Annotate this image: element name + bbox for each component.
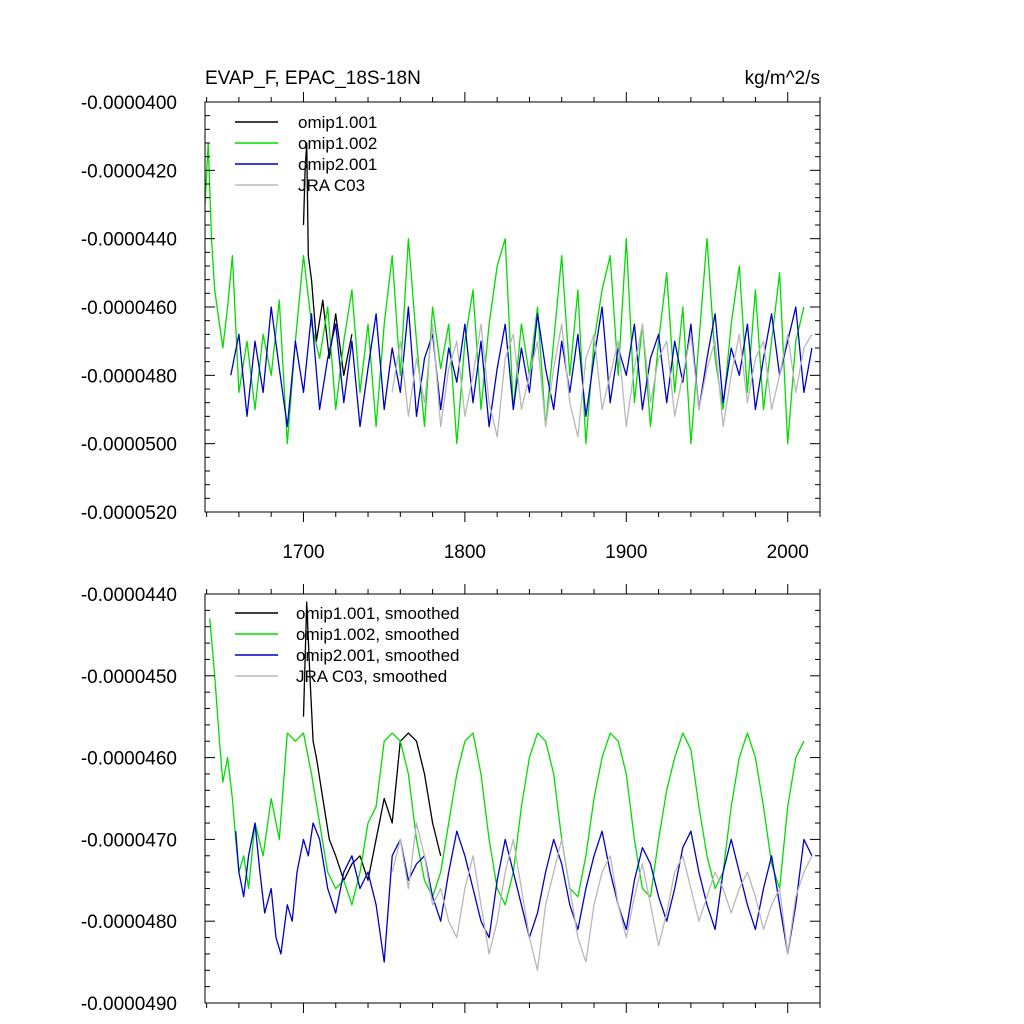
top-legend-label-4: JRA C03: [298, 176, 365, 195]
top-chart-title: EVAP_F, EPAC_18S-18N: [205, 68, 421, 89]
top-y-tick-label: -0.0000480: [81, 366, 177, 387]
top-y-tick-label: -0.0000400: [81, 93, 177, 114]
bottom-y-tick-label: -0.0000450: [81, 667, 177, 688]
top-series-line-3: [230, 306, 813, 428]
bottom-plot-frame: [204, 593, 821, 1004]
bottom-legend-label-1: omip1.001, smoothed: [296, 604, 460, 623]
bottom-legend-label-4: JRA C03, smoothed: [296, 667, 447, 686]
top-x-tick-label: 1700: [282, 542, 324, 563]
bottom-legend-label-3: omip2.001, smoothed: [296, 646, 460, 665]
bottom-legend-label-2: omip1.002, smoothed: [296, 625, 460, 644]
bottom-series-line-2: [209, 618, 805, 906]
bottom-series-line-4: [391, 822, 813, 971]
bottom-chart-panel: -0.0000440 -0.0000450 -0.0000460 -0.0000470…: [81, 584, 821, 1015]
top-y-tick-label: -0.0000500: [81, 435, 177, 456]
bottom-y-tick-label: -0.0000460: [81, 749, 177, 770]
bottom-series-line-1: [302, 601, 442, 881]
bottom-series-line-3: [235, 822, 813, 963]
top-legend-label-1: omip1.001: [298, 113, 377, 132]
bottom-y-tick-label: -0.0000440: [81, 585, 177, 606]
top-chart-units: kg/m^2/s: [745, 68, 820, 89]
bottom-y-tick-label: -0.0000490: [81, 994, 177, 1015]
top-series-line-1: [302, 142, 353, 376]
top-y-tick-label: -0.0000420: [81, 161, 177, 182]
top-x-tick-label: 2000: [767, 542, 809, 563]
top-x-tick-label: 1900: [605, 542, 647, 563]
top-y-tick-label: -0.0000520: [81, 503, 177, 524]
top-legend-label-2: omip1.002: [298, 134, 377, 153]
top-y-tick-label: -0.0000440: [81, 230, 177, 251]
top-y-tick-label: -0.0000460: [81, 298, 177, 319]
bottom-y-tick-label: -0.0000480: [81, 912, 177, 933]
top-legend-label-3: omip2.001: [298, 155, 377, 174]
bottom-y-tick-label: -0.0000470: [81, 830, 177, 851]
top-series-line-4: [391, 323, 813, 438]
top-x-tick-label: 1800: [444, 542, 486, 563]
top-chart-panel: -0.0000400 -0.0000420 -0.0000440 -0.0000460…: [81, 92, 821, 563]
top-series-line-2: [205, 142, 805, 445]
